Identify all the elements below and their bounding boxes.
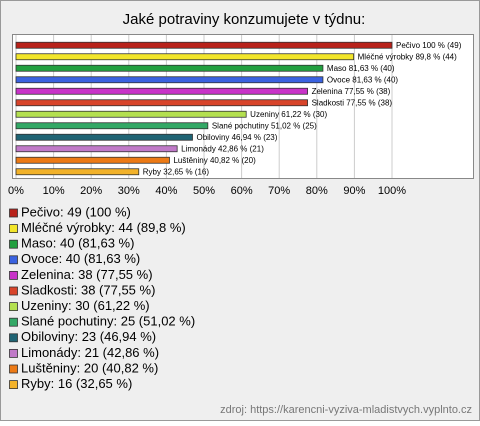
bar-value-label: Ryby 32,65 % (16) xyxy=(143,167,210,176)
bar xyxy=(15,76,324,84)
legend-label: Zelenina: 38 (77,55 %) xyxy=(21,267,153,282)
legend-label: Mléčné výrobky: 44 (89,8 %) xyxy=(21,220,186,235)
x-tick-label: 100% xyxy=(378,185,406,197)
legend-label: Pečivo: 49 (100 %) xyxy=(21,204,131,219)
legend-label: Uzeniny: 30 (61,22 %) xyxy=(21,298,150,313)
legend-label: Luštěniny: 20 (40,82 %) xyxy=(21,360,158,375)
bar-value-label: Ovoce 81,63 % (40) xyxy=(327,75,398,84)
bar xyxy=(15,110,247,118)
legend-swatch xyxy=(9,224,18,234)
bar-value-label: Mléčné výrobky 89,8 % (44) xyxy=(358,52,457,61)
legend-label: Maso: 40 (81,63 %) xyxy=(21,236,134,251)
legend-swatch xyxy=(9,208,18,218)
bar xyxy=(15,145,178,153)
bar xyxy=(15,87,308,95)
bar-value-label: Sladkosti 77,55 % (38) xyxy=(312,98,393,107)
x-tick-label: 50% xyxy=(193,185,215,197)
bar xyxy=(15,64,324,72)
legend-swatch xyxy=(9,333,18,343)
x-tick-label: 80% xyxy=(306,185,328,197)
bar xyxy=(15,99,308,107)
legend-swatch xyxy=(9,380,18,390)
bar xyxy=(15,41,393,49)
bar-value-label: Slané pochutiny 51,02 % (25) xyxy=(212,121,317,130)
legend-swatch xyxy=(9,286,18,296)
bar xyxy=(15,122,209,130)
legend-swatch xyxy=(9,317,18,327)
chart-title: Jaké potraviny konzumujete v týdnu: xyxy=(123,11,366,28)
bar-value-label: Limonády 42,86 % (21) xyxy=(181,144,264,153)
legend-label: Slané pochutiny: 25 (51,02 %) xyxy=(21,314,195,329)
legend-swatch xyxy=(9,239,18,249)
x-tick-label: 10% xyxy=(43,185,65,197)
source-note: zdroj: https://karencni-vyziva-mladistvy… xyxy=(220,404,472,416)
legend-swatch xyxy=(9,270,18,280)
legend-label: Limonády: 21 (42,86 %) xyxy=(21,345,159,360)
bar-value-label: Pečivo 100 % (49) xyxy=(396,41,462,50)
x-tick-label: 40% xyxy=(155,185,177,197)
legend-label: Ryby: 16 (32,65 %) xyxy=(21,376,132,391)
bar xyxy=(15,168,140,176)
bar-value-label: Obiloviny 46,94 % (23) xyxy=(196,133,277,142)
bar xyxy=(15,156,170,164)
bar-value-label: Uzeniny 61,22 % (30) xyxy=(250,110,327,119)
legend-swatch xyxy=(9,255,18,265)
bar xyxy=(15,53,355,61)
bar xyxy=(15,133,193,141)
legend-swatch xyxy=(9,302,18,312)
x-tick-label: 20% xyxy=(80,185,102,197)
legend-swatch xyxy=(9,364,18,374)
legend-label: Sladkosti: 38 (77,55 %) xyxy=(21,282,155,297)
x-tick-label: 90% xyxy=(343,185,365,197)
bar-value-label: Luštěniny 40,82 % (20) xyxy=(173,156,256,165)
bar-value-label: Zelenina 77,55 % (38) xyxy=(312,87,391,96)
x-tick-label: 60% xyxy=(231,185,253,197)
x-tick-label: 0% xyxy=(8,185,24,197)
legend-label: Obiloviny: 23 (46,94 %) xyxy=(21,329,156,344)
x-tick-label: 70% xyxy=(268,185,290,197)
legend-label: Ovoce: 40 (81,63 %) xyxy=(21,251,140,266)
bar-value-label: Maso 81,63 % (40) xyxy=(327,64,395,73)
legend-swatch xyxy=(9,348,18,358)
x-tick-label: 30% xyxy=(118,185,140,197)
